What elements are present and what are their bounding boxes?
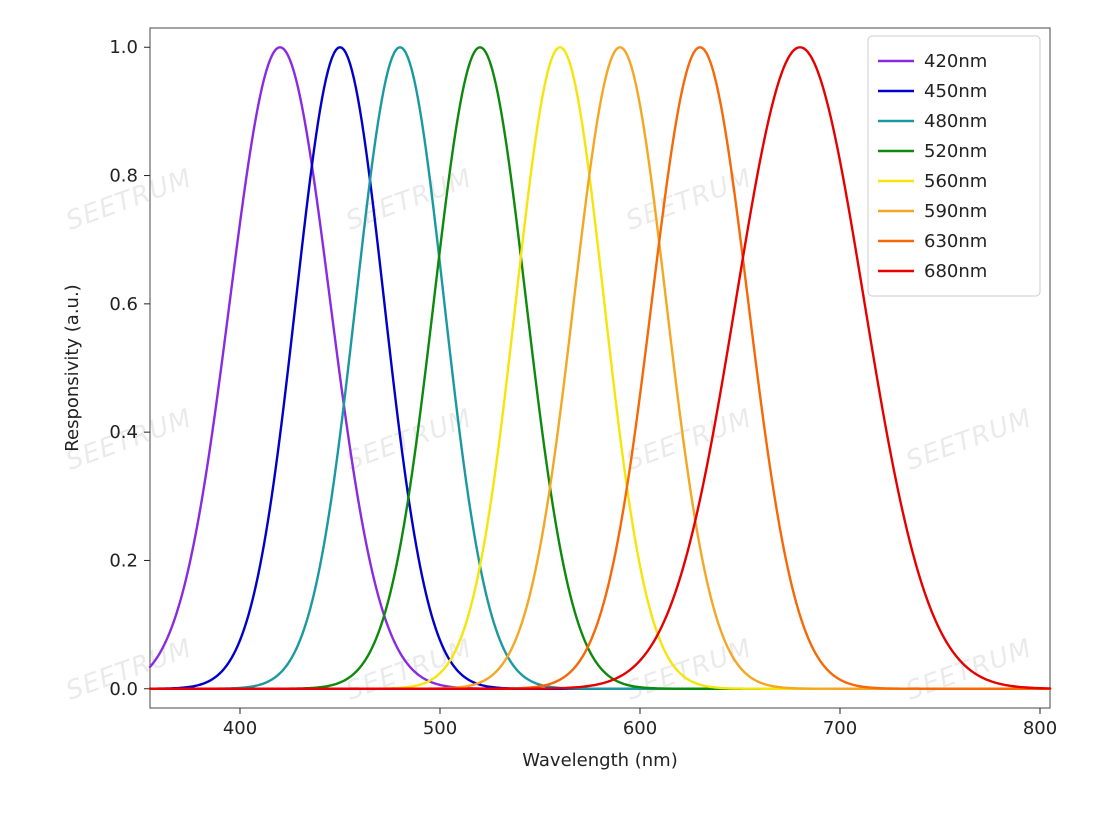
legend-label: 520nm bbox=[924, 141, 987, 162]
y-axis-ticks: 0.0 0.2 0.4 0.6 0.8 1.0 bbox=[109, 37, 150, 700]
legend-box bbox=[868, 36, 1040, 296]
legend-label: 630nm bbox=[924, 231, 987, 252]
x-tick-label: 700 bbox=[823, 718, 857, 739]
y-tick-label: 0.0 bbox=[109, 679, 138, 700]
x-axis-label: Wavelength (nm) bbox=[522, 750, 678, 771]
x-tick-label: 400 bbox=[223, 718, 257, 739]
y-tick-label: 0.6 bbox=[109, 294, 138, 315]
watermark-text: SEETRUM bbox=[622, 633, 756, 706]
legend-label: 480nm bbox=[924, 111, 987, 132]
legend: 420nm 450nm 480nm 520nm 560nm 590nm 630nm 680nm bbox=[868, 36, 1040, 296]
chart-container: { "chart": { "type": "line", "width": 11… bbox=[0, 0, 1117, 824]
y-tick-label: 0.2 bbox=[109, 550, 138, 571]
x-tick-label: 800 bbox=[1023, 718, 1057, 739]
x-tick-label: 600 bbox=[623, 718, 657, 739]
legend-label: 590nm bbox=[924, 201, 987, 222]
watermark-text: SEETRUM bbox=[342, 163, 476, 236]
watermark-text: SEETRUM bbox=[342, 403, 476, 476]
x-tick-label: 500 bbox=[423, 718, 457, 739]
y-tick-label: 0.4 bbox=[109, 422, 138, 443]
y-tick-label: 0.8 bbox=[109, 166, 138, 187]
y-axis-label: Responsivity (a.u.) bbox=[62, 284, 83, 451]
spectral-response-chart: SEETRUMSEETRUMSEETRUMSEETRUMSEETRUMSEETR… bbox=[0, 0, 1117, 824]
x-axis-ticks: 400 500 600 700 800 bbox=[223, 708, 1057, 739]
legend-label: 560nm bbox=[924, 171, 987, 192]
y-tick-label: 1.0 bbox=[109, 37, 138, 58]
legend-label: 420nm bbox=[924, 51, 987, 72]
watermark-text: SEETRUM bbox=[622, 403, 756, 476]
legend-label: 450nm bbox=[924, 81, 987, 102]
legend-label: 680nm bbox=[924, 261, 987, 282]
watermark-text: SEETRUM bbox=[902, 403, 1036, 476]
